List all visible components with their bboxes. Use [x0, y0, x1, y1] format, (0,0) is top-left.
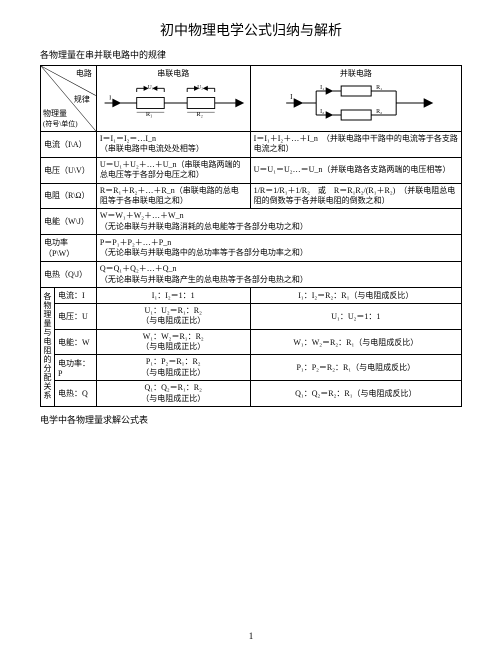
- row-series: U＝U₁＋U₂＋…＋U_n（串联电路两端的总电压等于各部分电压之和）: [96, 157, 250, 183]
- svg-text:R₂: R₂: [376, 109, 382, 115]
- row-parallel: 1/R＝1/R₁＋1/R₂ 或 R＝R₁R₂/(R₁＋R₂) （并联电阻总电阻的…: [250, 183, 461, 209]
- header-unit-label: (符号\单位): [43, 119, 78, 129]
- row-span: W＝W₁＋W₂＋…＋W_n（无论串联与并联电路消耗的总电能等于各部分电功之和）: [96, 209, 461, 235]
- sub-row-series: W₁：W₂＝R₁：R₂（与电阻成正比）: [96, 329, 250, 355]
- table-row: 电能：W W₁：W₂＝R₁：R₂（与电阻成正比） W₁：W₂＝R₂：R₁（与电阻…: [41, 329, 462, 355]
- table-row: 电阻（R\Ω） R＝R₁＋R₂＋…＋R_n（串联电路的总电阻等于各串联电阻之和）…: [41, 183, 462, 209]
- table-row: 电功率：P P₁：P₂＝R₁：R₂（与电阻成正比） P₁：P₂＝R₂：R₁（与电…: [41, 355, 462, 381]
- svg-text:I₂: I₂: [320, 109, 324, 115]
- svg-text:I: I: [109, 94, 111, 101]
- group-label: 各物理量与电阻的分配关系: [42, 292, 53, 400]
- row-series: I＝I₁＝I₂＝…I_n（串联电路中电流处处相等）: [96, 132, 250, 158]
- sub-row-parallel: U₁：U₂＝1：1: [250, 303, 461, 329]
- sub-row-series: U₁：U₂＝R₁：R₂（与电阻成正比）: [96, 303, 250, 329]
- parallel-header-label: 并联电路: [254, 68, 458, 79]
- svg-text:I₁: I₁: [320, 85, 324, 91]
- sub-row-parallel: I₁：I₂＝R₂：R₁（与电阻成反比）: [250, 287, 461, 303]
- table-row: 电热（Q\J） Q＝Q₁＋Q₂＋…＋Q_n（无论串联与并联电路产生的总电热等于各…: [41, 262, 462, 288]
- parallel-header: 并联电路 I: [250, 66, 461, 132]
- parallel-circuit-icon: I I₁ I₂ R₁ R₂: [254, 79, 458, 127]
- sub-row-parallel: W₁：W₂＝R₂：R₁（与电阻成反比）: [250, 329, 461, 355]
- table-row: 电功率（P\W） P＝P₁＋P₂＋…＋P_n（无论串联与并联电路中的总功率等于各…: [41, 235, 462, 262]
- sub-row-label: 电流：I: [55, 287, 97, 303]
- sub-row-parallel: P₁：P₂＝R₂：R₁（与电阻成反比）: [250, 355, 461, 381]
- header-circuit-label: 电路: [76, 68, 92, 79]
- row-parallel: U＝U₁＝U₂…＝U_n（并联电路各支路两端的电压相等）: [250, 157, 461, 183]
- sub-row-label: 电能：W: [55, 329, 97, 355]
- row-label: 电功率（P\W）: [41, 235, 97, 262]
- sub-row-series: P₁：P₂＝R₁：R₂（与电阻成正比）: [96, 355, 250, 381]
- svg-text:U₂: U₂: [197, 84, 203, 90]
- svg-text:I: I: [290, 93, 293, 101]
- sub-row-parallel: Q₁：Q₂＝R₂：R₁（与电阻成反比）: [250, 381, 461, 407]
- row-label: 电阻（R\Ω）: [41, 183, 97, 209]
- footer-text: 电学中各物理量求解公式表: [40, 413, 462, 426]
- header-quantity-label: 物理量: [43, 108, 67, 119]
- row-span: Q＝Q₁＋Q₂＋…＋Q_n（无论串联与并联电路产生的总电热等于各部分电热之和）: [96, 262, 461, 288]
- page-number: 1: [249, 631, 254, 641]
- header-diagonal-cell: 电路 规律 物理量 (符号\单位): [41, 66, 97, 132]
- row-series: R＝R₁＋R₂＋…＋R_n（串联电路的总电阻等于各串联电阻之和）: [96, 183, 250, 209]
- table-row: 电热：Q Q₁：Q₂＝R₁：R₂（与电阻成正比） Q₁：Q₂＝R₂：R₁（与电阻…: [41, 381, 462, 407]
- main-table: 电路 规律 物理量 (符号\单位) 串联电路: [40, 65, 462, 407]
- group-label-cell: 各物理量与电阻的分配关系: [41, 287, 55, 406]
- table-row: 各物理量与电阻的分配关系 电流：I I₁：I₂＝1：1 I₁：I₂＝R₂：R₁（…: [41, 287, 462, 303]
- series-header-label: 串联电路: [100, 68, 247, 79]
- series-circuit-icon: I U₁ U₂ R₁ R₂: [100, 79, 247, 127]
- sub-row-label: 电压：U: [55, 303, 97, 329]
- table-row: 电流（I\A） I＝I₁＝I₂＝…I_n（串联电路中电流处处相等） I＝I₁＋I…: [41, 132, 462, 158]
- svg-text:R₂: R₂: [196, 111, 203, 118]
- subtitle-text: 各物理量在串并联电路中的规律: [40, 48, 462, 61]
- table-row: 电能（W\J） W＝W₁＋W₂＋…＋W_n（无论串联与并联电路消耗的总电能等于各…: [41, 209, 462, 235]
- row-label: 电热（Q\J）: [41, 262, 97, 288]
- row-label: 电流（I\A）: [41, 132, 97, 158]
- row-label: 电能（W\J）: [41, 209, 97, 235]
- table-row: 电压：U U₁：U₂＝R₁：R₂（与电阻成正比） U₁：U₂＝1：1: [41, 303, 462, 329]
- header-rule-label: 规律: [74, 94, 90, 105]
- sub-row-series: I₁：I₂＝1：1: [96, 287, 250, 303]
- row-span: P＝P₁＋P₂＋…＋P_n（无论串联与并联电路中的总功率等于各部分电功率之和）: [96, 235, 461, 262]
- svg-text:R₁: R₁: [376, 85, 382, 91]
- page-title: 初中物理电学公式归纳与解析: [40, 20, 462, 40]
- table-row: 电压（U\V） U＝U₁＋U₂＋…＋U_n（串联电路两端的总电压等于各部分电压之…: [41, 157, 462, 183]
- svg-text:R₁: R₁: [146, 111, 153, 118]
- svg-text:U₁: U₁: [148, 84, 154, 90]
- series-header: 串联电路 I U₁: [96, 66, 250, 132]
- header-row: 电路 规律 物理量 (符号\单位) 串联电路: [41, 66, 462, 132]
- row-parallel: I＝I₁＋I₂＋…＋I_n （并联电路中干路中的电流等于各支路电流之和）: [250, 132, 461, 158]
- sub-row-label: 电功率：P: [55, 355, 97, 381]
- row-label: 电压（U\V）: [41, 157, 97, 183]
- sub-row-label: 电热：Q: [55, 381, 97, 407]
- sub-row-series: Q₁：Q₂＝R₁：R₂（与电阻成正比）: [96, 381, 250, 407]
